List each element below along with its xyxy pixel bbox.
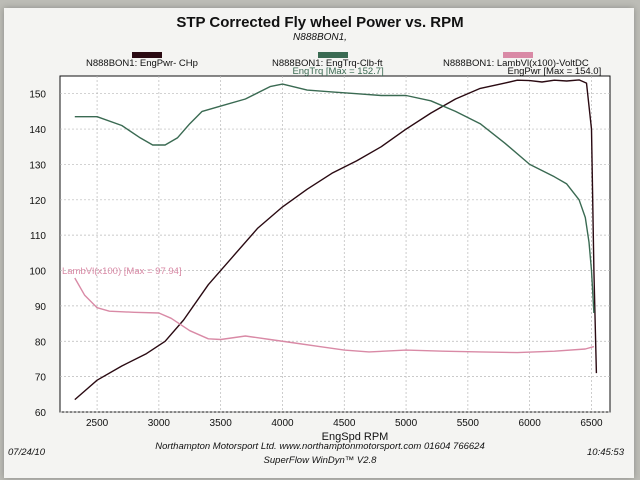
- chart-title: STP Corrected Fly wheel Power vs. RPM: [176, 14, 464, 31]
- footer-software: SuperFlow WinDyn™ V2.8: [263, 455, 377, 466]
- power-annotation: EngPwr [Max = 154.0]: [508, 66, 602, 77]
- legend-swatch-power: [132, 52, 162, 58]
- series-annotations: EngPwr [Max = 154.0] EngTrq [Max = 152.7]…: [62, 66, 601, 277]
- x-tick-label: 6000: [519, 418, 542, 429]
- y-tick-label: 140: [29, 125, 46, 136]
- legend-label-torque: N888BON1: EngTrq-Clb-ft: [272, 58, 383, 69]
- y-tick-label: 70: [35, 373, 47, 384]
- series-lines: [74, 79, 598, 401]
- footer-company: Northampton Motorsport Ltd. www.northamp…: [155, 441, 485, 452]
- torque-annotation: EngTrq [Max = 152.7]: [292, 66, 383, 77]
- y-tick-label: 120: [29, 196, 46, 207]
- y-tick-label: 60: [35, 408, 47, 419]
- lambda-line: [74, 277, 595, 354]
- y-tick-label: 80: [35, 337, 47, 348]
- x-tick-label: 2500: [86, 418, 109, 429]
- x-tick-label: 4500: [333, 418, 356, 429]
- x-tick-label: 3000: [148, 418, 171, 429]
- plot-frame: [59, 75, 611, 413]
- y-tick-label: 100: [29, 267, 46, 278]
- grid-lines: [60, 76, 610, 413]
- legend-swatch-torque: [318, 52, 348, 58]
- x-tick-label: 3500: [210, 418, 233, 429]
- chart-subtitle: N888BON1,: [293, 32, 347, 43]
- footer-time: 10:45:53: [587, 447, 624, 458]
- legend-label-power: N888BON1: EngPwr- CHp: [86, 58, 198, 69]
- x-tick-label: 5500: [457, 418, 480, 429]
- footer-date: 07/24/10: [8, 447, 45, 458]
- torque-line: [74, 83, 595, 314]
- x-axis-ticks: 2500 3000 3500 4000 4500 5000 5500 6000 6500: [86, 418, 603, 429]
- x-tick-label: 5000: [395, 418, 418, 429]
- x-tick-label: 6500: [580, 418, 603, 429]
- y-tick-label: 90: [35, 302, 47, 313]
- y-axis-ticks: 60 70 80 90 100 110 120 130 140 150: [29, 90, 46, 419]
- y-tick-label: 130: [29, 160, 46, 171]
- lambda-annotation: LambVl(x100) [Max = 97.94]: [62, 266, 182, 277]
- legend-label-lambda: N888BON1: LambVl(x100)-VoltDC: [443, 58, 589, 69]
- y-tick-label: 110: [30, 231, 46, 242]
- legend-swatch-lambda: [503, 52, 533, 58]
- power-line: [74, 79, 598, 401]
- y-tick-label: 150: [29, 90, 46, 101]
- x-tick-label: 4000: [271, 418, 294, 429]
- x-axis-label: EngSpd RPM: [322, 431, 389, 443]
